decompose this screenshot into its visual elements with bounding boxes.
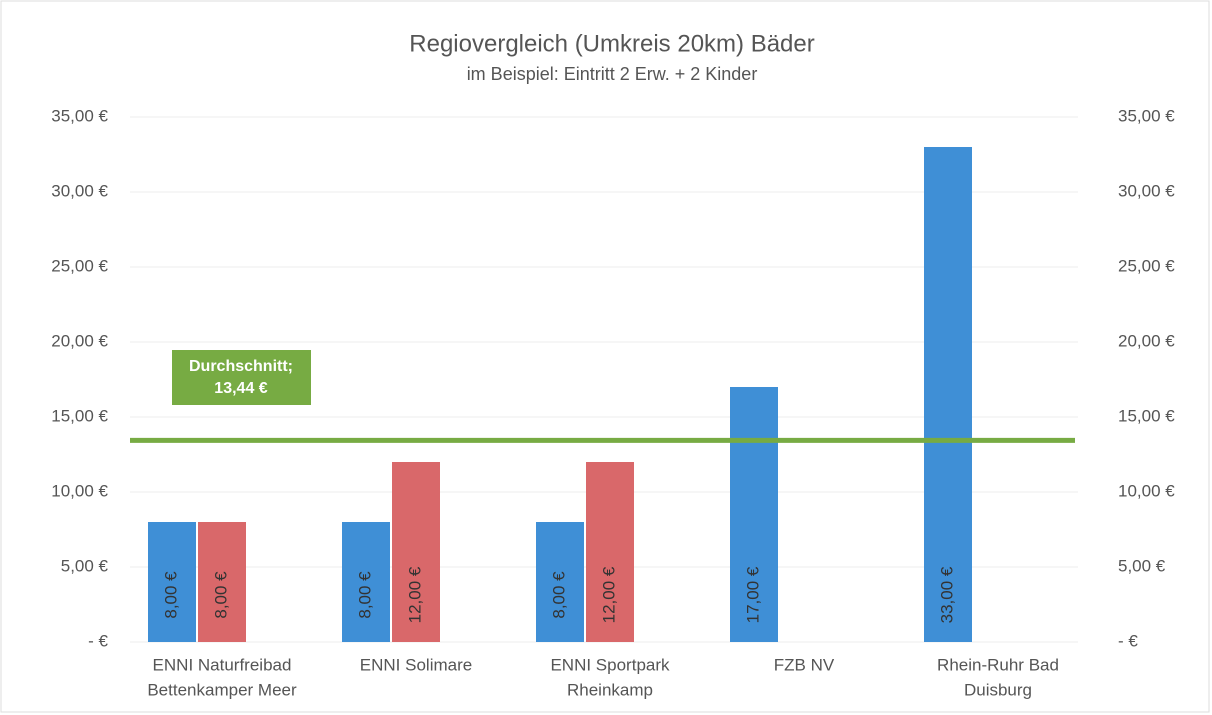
y2-tick-label: 5,00 € xyxy=(1118,556,1166,575)
y-tick-label: 20,00 € xyxy=(51,331,108,350)
data-label: 8,00 € xyxy=(549,571,568,619)
y2-tick-label: 25,00 € xyxy=(1118,256,1175,275)
x-tick-label: ENNI Solimare xyxy=(360,655,472,674)
y-tick-label: 10,00 € xyxy=(51,481,108,500)
y-tick-label: 30,00 € xyxy=(51,181,108,200)
data-label: 8,00 € xyxy=(355,571,374,619)
bar xyxy=(342,522,390,642)
y2-tick-label: - € xyxy=(1118,631,1138,650)
y-tick-label: - € xyxy=(88,631,108,650)
x-tick-label: ENNI Naturfreibad xyxy=(153,655,292,674)
x-tick-label: Rhein-Ruhr Bad xyxy=(937,655,1059,674)
data-label: 12,00 € xyxy=(599,566,618,623)
x-tick-label: FZB NV xyxy=(774,655,835,674)
bar xyxy=(586,462,634,642)
y-tick-label: 15,00 € xyxy=(51,406,108,425)
average-label: Durchschnitt; xyxy=(189,358,293,375)
average-label-box xyxy=(172,350,311,405)
x-tick-label: Duisburg xyxy=(964,680,1032,699)
y2-tick-label: 30,00 € xyxy=(1118,181,1175,200)
y-tick-label: 25,00 € xyxy=(51,256,108,275)
y2-tick-label: 15,00 € xyxy=(1118,406,1175,425)
bar xyxy=(730,387,778,642)
x-tick-label: Bettenkamper Meer xyxy=(147,680,297,699)
y-tick-label: 5,00 € xyxy=(61,556,109,575)
y2-tick-label: 35,00 € xyxy=(1118,106,1175,125)
data-label: 8,00 € xyxy=(161,571,180,619)
bar xyxy=(198,522,246,642)
data-label: 12,00 € xyxy=(405,566,424,623)
average-label: 13,44 € xyxy=(214,380,267,397)
x-tick-label: Rheinkamp xyxy=(567,680,653,699)
x-tick-label: ENNI Sportpark xyxy=(550,655,670,674)
data-label: 8,00 € xyxy=(211,571,230,619)
bar xyxy=(536,522,584,642)
bar xyxy=(392,462,440,642)
bar xyxy=(148,522,196,642)
y2-tick-label: 10,00 € xyxy=(1118,481,1175,500)
y-tick-label: 35,00 € xyxy=(51,106,108,125)
data-label: 33,00 € xyxy=(937,566,956,623)
y2-tick-label: 20,00 € xyxy=(1118,331,1175,350)
bar xyxy=(924,147,972,642)
data-label: 17,00 € xyxy=(743,566,762,623)
chart-title: Regiovergleich (Umkreis 20km) Bäder xyxy=(409,30,814,57)
chart-subtitle: im Beispiel: Eintritt 2 Erw. + 2 Kinder xyxy=(467,64,758,84)
